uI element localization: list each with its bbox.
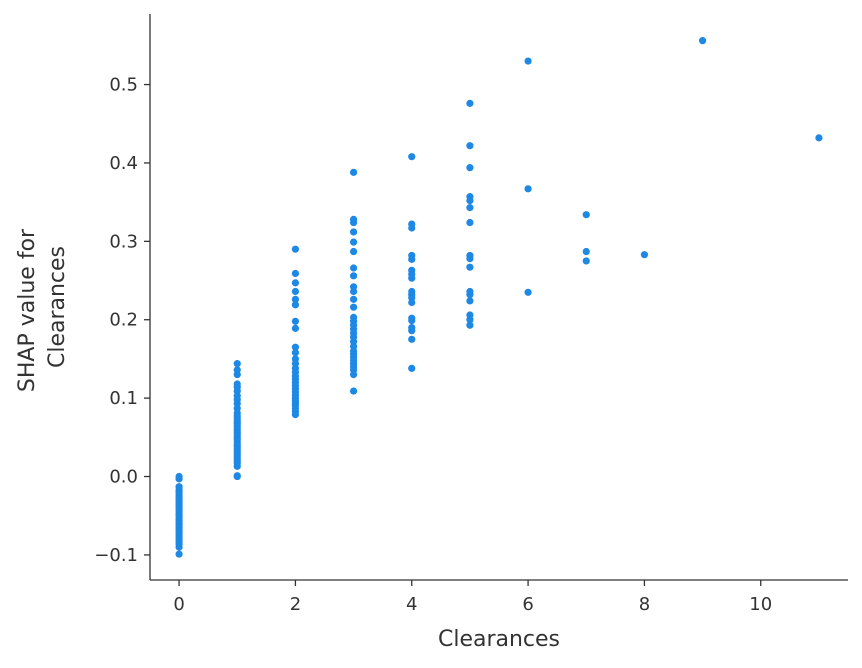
x-axis-title: Clearances — [438, 627, 560, 652]
data-point — [408, 153, 416, 161]
data-point — [466, 164, 474, 172]
y-axis-title: SHAP value for Clearances — [15, 222, 70, 392]
y-tick-label: 0.1 — [109, 388, 138, 409]
data-point — [349, 168, 358, 176]
data-point — [349, 264, 358, 272]
data-point — [349, 313, 358, 321]
data-point — [349, 215, 358, 223]
data-point — [349, 303, 358, 311]
data-point — [408, 287, 416, 296]
data-point — [466, 142, 474, 150]
y-tick-label: −0.1 — [94, 545, 138, 566]
data-point — [233, 366, 241, 374]
data-point — [466, 218, 474, 227]
y-tick-label: 0.3 — [109, 231, 138, 252]
data-point — [175, 543, 183, 551]
data-point — [466, 321, 474, 329]
data-point — [291, 301, 300, 309]
data-point — [466, 263, 474, 271]
data-point — [408, 323, 416, 332]
data-point — [349, 272, 358, 280]
data-point — [524, 185, 532, 193]
points-layer — [175, 37, 823, 558]
data-point — [582, 257, 590, 265]
data-point — [349, 295, 358, 303]
data-point — [291, 343, 300, 351]
data-point — [291, 295, 300, 303]
x-tick-label: 2 — [290, 594, 301, 615]
y-tick-label: 0.0 — [109, 467, 138, 488]
data-point — [175, 550, 183, 558]
data-point — [408, 335, 416, 343]
data-point — [291, 279, 300, 287]
data-point — [408, 266, 416, 274]
data-point — [291, 317, 300, 325]
data-point — [582, 247, 590, 256]
data-point — [815, 134, 823, 142]
x-tick-label: 10 — [749, 594, 772, 615]
data-point — [175, 475, 183, 483]
data-point — [349, 387, 358, 395]
data-point — [349, 247, 358, 256]
x-tick-label: 0 — [173, 594, 184, 615]
y-axis-title-line-1: SHAP value for — [15, 228, 40, 392]
data-point — [233, 472, 241, 480]
data-point — [291, 269, 300, 278]
data-point — [466, 311, 474, 319]
y-axis-title-line-2: Clearances — [45, 246, 70, 368]
data-point — [408, 364, 416, 372]
data-point — [466, 251, 474, 260]
data-point — [291, 349, 300, 357]
data-point — [349, 283, 358, 291]
y-tick-label: 0.2 — [109, 310, 138, 331]
data-point — [640, 251, 649, 259]
data-point — [291, 245, 300, 253]
y-tick-label: 0.4 — [109, 153, 138, 174]
data-point — [698, 37, 707, 45]
data-point — [233, 380, 241, 388]
data-point — [233, 360, 241, 368]
axes-layer — [149, 14, 848, 581]
x-tick-label: 6 — [522, 594, 533, 615]
data-point — [349, 238, 358, 246]
data-point — [291, 355, 300, 363]
data-point — [466, 287, 474, 296]
data-point — [524, 57, 532, 65]
data-point — [466, 99, 474, 107]
data-point — [466, 193, 474, 201]
data-point — [408, 220, 416, 228]
data-point — [466, 297, 474, 305]
data-point — [408, 314, 416, 322]
data-point — [291, 324, 300, 332]
data-point — [582, 211, 590, 219]
data-point — [349, 228, 358, 236]
x-tick-label: 8 — [639, 594, 650, 615]
data-point — [524, 288, 532, 296]
ticks-layer: 0 2 4 6 8 10 −0.1 0.0 0.1 0.2 0.3 0.4 0.5 — [94, 75, 772, 615]
x-tick-label: 4 — [406, 594, 417, 615]
data-point — [291, 287, 300, 296]
data-point — [466, 204, 474, 212]
y-tick-label: 0.5 — [109, 75, 138, 96]
data-point — [408, 251, 416, 260]
